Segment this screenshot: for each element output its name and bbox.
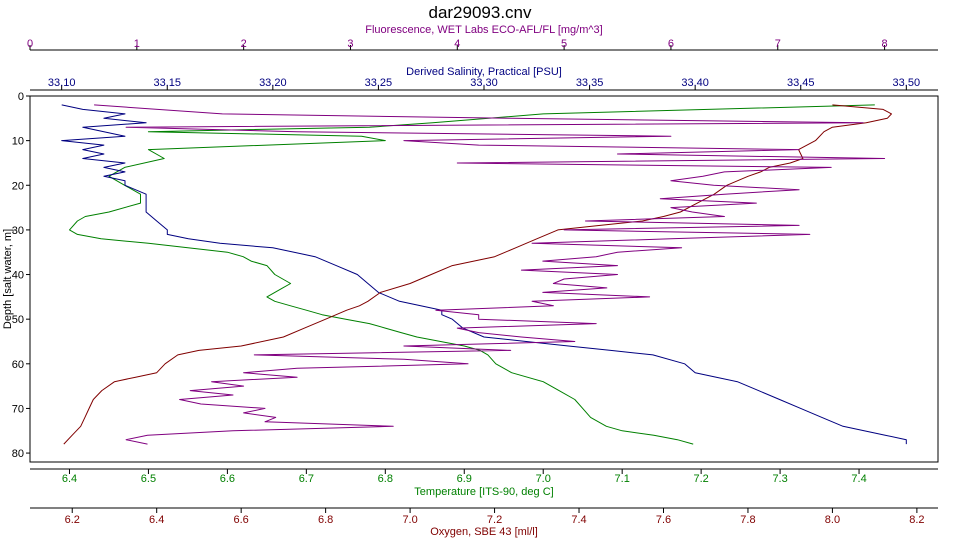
fluorescence-tick-label: 4 (454, 38, 460, 50)
temperature-tick-label: 6.7 (299, 473, 314, 485)
depth-tick-label: 70 (12, 403, 24, 415)
oxygen-tick-label: 6.4 (149, 514, 164, 526)
temperature-tick-label: 6.6 (220, 473, 235, 485)
depth-tick-label: 0 (18, 91, 24, 103)
oxygen-tick-label: 7.8 (740, 514, 755, 526)
depth-tick-label: 80 (12, 448, 24, 460)
temperature-tick-label: 6.4 (62, 473, 77, 485)
depth-tick-label: 20 (12, 180, 24, 192)
oxygen-tick-label: 6.6 (234, 514, 249, 526)
fluorescence-tick-label: 5 (561, 38, 567, 50)
oxygen-tick-label: 7.6 (656, 514, 671, 526)
fluorescence-profile-line (94, 104, 886, 445)
axes-layer: 0 10 20 30 40 50 60 70 80 Depth [salt water, m] 0 1… (2, 24, 938, 538)
oxygen-tick-label: 6.8 (318, 514, 333, 526)
temperature-profile-line (69, 104, 875, 445)
fluorescence-tick-label: 7 (775, 38, 781, 50)
depth-axis-label: Depth [salt water, m] (2, 229, 14, 329)
series-layer (61, 104, 907, 445)
fluorescence-tick-label: 8 (882, 38, 888, 50)
salinity-profile-line (61, 104, 907, 445)
oxygen-tick-label: 6.2 (65, 514, 80, 526)
temperature-tick-label: 7.0 (536, 473, 551, 485)
plot-frame (29, 95, 939, 463)
salinity-tick-label: 33.35 (576, 77, 604, 89)
salinity-tick-label: 33.25 (365, 77, 393, 89)
fluorescence-tick-label: 3 (347, 38, 353, 50)
depth-tick-label: 30 (12, 225, 24, 237)
fluorescence-tick-label: 0 (27, 38, 33, 50)
fluorescence-tick-label: 2 (241, 38, 247, 50)
salinity-tick-label: 33.20 (259, 77, 287, 89)
salinity-tick-label: 33.30 (470, 77, 498, 89)
salinity-axis-label: Derived Salinity, Practical [PSU] (406, 66, 562, 78)
oxygen-tick-label: 7.0 (402, 514, 417, 526)
oxygen-profile-line (63, 104, 892, 445)
salinity-tick-label: 33.10 (48, 77, 76, 89)
oxygen-tick-label: 8.0 (825, 514, 840, 526)
temperature-axis-label: Temperature [ITS-90, deg C] (414, 486, 553, 498)
temperature-tick-label: 7.3 (772, 473, 787, 485)
oxygen-axis-label: Oxygen, SBE 43 [ml/l] (430, 526, 538, 538)
salinity-tick-label: 33.40 (681, 77, 709, 89)
depth-tick-label: 10 (12, 136, 24, 148)
temperature-tick-label: 6.9 (457, 473, 472, 485)
fluorescence-tick-label: 6 (668, 38, 674, 50)
temperature-tick-label: 7.2 (693, 473, 708, 485)
temperature-tick-label: 7.1 (615, 473, 630, 485)
fluorescence-tick-label: 1 (134, 38, 140, 50)
oxygen-tick-label: 7.2 (487, 514, 502, 526)
depth-tick-label: 40 (12, 270, 24, 282)
temperature-tick-label: 6.5 (141, 473, 156, 485)
oxygen-tick-label: 8.2 (909, 514, 924, 526)
salinity-tick-label: 33.45 (787, 77, 815, 89)
chart-title: dar29093.cnv (428, 3, 532, 22)
depth-tick-label: 50 (12, 314, 24, 326)
salinity-tick-label: 33.15 (153, 77, 181, 89)
depth-tick-label: 60 (12, 359, 24, 371)
temperature-tick-label: 6.8 (378, 473, 393, 485)
oxygen-tick-label: 7.4 (571, 514, 586, 526)
fluorescence-axis-label: Fluorescence, WET Labs ECO-AFL/FL [mg/m^… (365, 24, 602, 36)
salinity-tick-label: 33.50 (893, 77, 921, 89)
temperature-tick-label: 7.4 (851, 473, 866, 485)
